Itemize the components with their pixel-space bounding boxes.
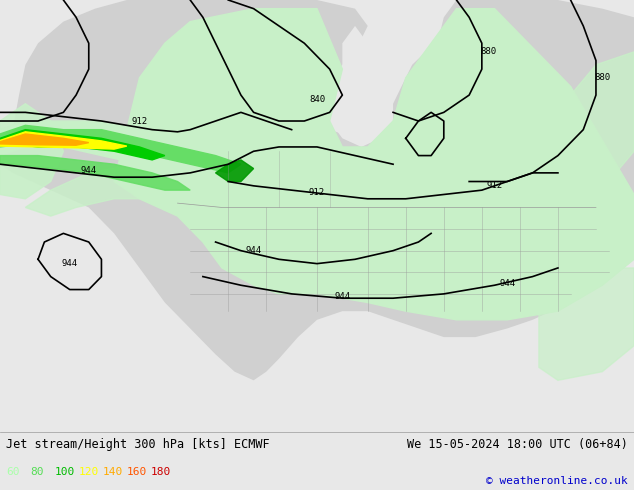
Polygon shape <box>0 132 127 149</box>
Text: 944: 944 <box>81 166 97 175</box>
Text: Jet stream/Height 300 hPa [kts] ECMWF: Jet stream/Height 300 hPa [kts] ECMWF <box>6 439 270 451</box>
Text: 60: 60 <box>6 467 20 477</box>
Polygon shape <box>114 9 634 320</box>
Text: 944: 944 <box>245 246 262 255</box>
Text: 944: 944 <box>499 279 515 288</box>
Text: 840: 840 <box>309 95 325 104</box>
Polygon shape <box>431 181 507 216</box>
Polygon shape <box>0 0 634 380</box>
Text: 140: 140 <box>103 467 123 477</box>
Text: 912: 912 <box>486 181 503 190</box>
Polygon shape <box>571 52 634 181</box>
Text: 100: 100 <box>55 467 75 477</box>
Polygon shape <box>0 156 190 190</box>
Text: 944: 944 <box>61 259 78 268</box>
Polygon shape <box>0 125 241 173</box>
Text: 120: 120 <box>79 467 99 477</box>
Text: 80: 80 <box>30 467 44 477</box>
Text: 180: 180 <box>151 467 171 477</box>
Polygon shape <box>0 134 89 145</box>
Text: 944: 944 <box>334 292 351 300</box>
Text: 912: 912 <box>131 117 148 125</box>
Polygon shape <box>0 121 254 181</box>
Polygon shape <box>0 104 63 199</box>
Text: 160: 160 <box>127 467 147 477</box>
Polygon shape <box>0 130 165 160</box>
Text: 880: 880 <box>594 74 611 82</box>
Text: © weatheronline.co.uk: © weatheronline.co.uk <box>486 476 628 487</box>
Polygon shape <box>25 164 254 216</box>
Text: 880: 880 <box>480 48 496 56</box>
Text: 912: 912 <box>309 188 325 197</box>
Polygon shape <box>330 26 393 147</box>
Polygon shape <box>216 160 254 181</box>
Text: We 15-05-2024 18:00 UTC (06+84): We 15-05-2024 18:00 UTC (06+84) <box>407 439 628 451</box>
Polygon shape <box>437 0 526 74</box>
Polygon shape <box>539 268 634 380</box>
